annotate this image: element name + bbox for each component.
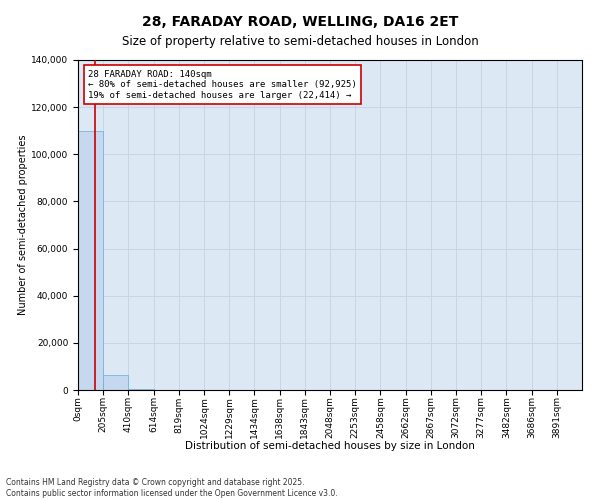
Y-axis label: Number of semi-detached properties: Number of semi-detached properties [18, 134, 28, 316]
Text: Contains HM Land Registry data © Crown copyright and database right 2025.
Contai: Contains HM Land Registry data © Crown c… [6, 478, 338, 498]
Bar [128, 389, 154, 390]
Bar [103, 374, 128, 390]
Bar [78, 130, 103, 390]
Text: 28 FARADAY ROAD: 140sqm
← 80% of semi-detached houses are smaller (92,925)
19% o: 28 FARADAY ROAD: 140sqm ← 80% of semi-de… [88, 70, 357, 100]
X-axis label: Distribution of semi-detached houses by size in London: Distribution of semi-detached houses by … [185, 441, 475, 451]
Text: 28, FARADAY ROAD, WELLING, DA16 2ET: 28, FARADAY ROAD, WELLING, DA16 2ET [142, 15, 458, 29]
Text: Size of property relative to semi-detached houses in London: Size of property relative to semi-detach… [122, 35, 478, 48]
